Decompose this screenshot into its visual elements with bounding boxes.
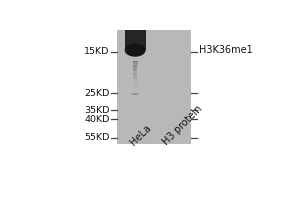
Bar [133,69,137,70]
Bar [133,66,137,67]
Bar [134,77,137,78]
Bar [133,68,137,69]
Bar [134,85,136,86]
Text: 35KD: 35KD [84,106,110,115]
Bar [134,81,137,82]
Bar [134,87,136,88]
Bar [133,66,137,67]
Bar [134,88,136,89]
Bar [133,75,137,76]
Bar [134,89,136,90]
Text: H3 protein: H3 protein [160,104,204,147]
Bar [134,82,136,83]
Bar [133,72,137,73]
Text: H3K36me1: H3K36me1 [199,45,253,55]
Bar [133,70,137,71]
Bar [134,76,137,77]
Text: 25KD: 25KD [84,89,110,98]
Text: HeLa: HeLa [128,123,153,147]
Bar [133,63,138,64]
Text: 15KD: 15KD [84,47,110,56]
Bar [134,83,136,84]
Text: 40KD: 40KD [84,115,110,124]
Bar [134,85,136,86]
Bar [133,69,137,70]
Bar [133,61,138,62]
Text: 55KD: 55KD [84,133,110,142]
Bar [133,74,137,75]
Bar [133,73,137,74]
Bar [134,78,137,79]
Bar [134,90,136,91]
Bar [133,65,137,66]
Bar [133,61,138,62]
Bar [117,30,191,144]
Bar [134,91,136,92]
Bar [133,71,137,72]
Bar [134,80,137,81]
Bar [134,79,137,80]
Bar [134,77,137,78]
Bar [133,74,137,75]
Bar [133,67,137,68]
Bar [134,86,136,87]
Bar [133,64,138,65]
Ellipse shape [132,93,139,95]
Bar [134,82,137,83]
Bar [125,30,146,50]
Bar [134,84,136,85]
Bar [133,62,138,63]
Ellipse shape [125,44,146,57]
Bar [134,90,136,91]
